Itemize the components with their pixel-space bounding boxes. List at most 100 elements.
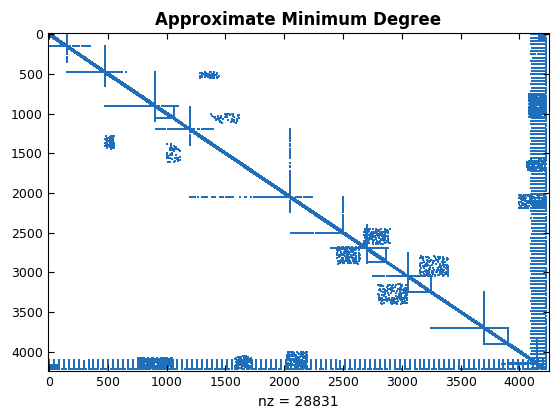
Point — [154, 105, 163, 111]
Point — [354, 239, 363, 246]
Point — [353, 240, 362, 247]
Point — [134, 92, 143, 98]
Point — [507, 343, 516, 350]
Point — [508, 344, 517, 350]
Point — [129, 89, 138, 95]
Point — [192, 131, 201, 137]
Point — [522, 352, 531, 359]
Point — [203, 137, 212, 144]
Point — [528, 181, 537, 188]
Point — [273, 194, 282, 200]
Point — [416, 281, 425, 288]
Point — [533, 340, 542, 347]
Point — [389, 263, 398, 270]
Point — [449, 304, 458, 310]
Point — [541, 204, 550, 211]
Point — [516, 349, 525, 356]
Point — [533, 360, 542, 367]
Point — [244, 166, 253, 173]
Point — [349, 237, 358, 244]
Point — [505, 341, 514, 348]
Point — [71, 48, 80, 55]
Point — [421, 284, 430, 291]
Point — [437, 296, 446, 303]
Point — [433, 294, 442, 300]
Point — [64, 43, 73, 50]
Point — [272, 184, 281, 191]
Point — [66, 45, 74, 51]
Point — [411, 279, 420, 286]
Point — [53, 36, 62, 43]
Point — [158, 107, 167, 114]
Point — [265, 180, 274, 187]
Point — [221, 150, 230, 156]
Point — [272, 184, 281, 190]
Point — [371, 259, 380, 265]
Point — [430, 291, 439, 298]
Point — [293, 199, 302, 205]
Point — [111, 76, 120, 83]
Point — [333, 225, 342, 232]
Point — [74, 50, 83, 57]
Point — [527, 124, 536, 131]
Point — [112, 76, 121, 83]
Point — [533, 361, 542, 368]
Point — [321, 218, 330, 224]
Point — [152, 103, 161, 110]
Point — [217, 147, 226, 154]
Point — [240, 162, 249, 169]
Point — [344, 233, 353, 239]
Point — [515, 348, 524, 354]
Point — [304, 206, 312, 213]
Point — [130, 88, 139, 94]
Point — [171, 116, 180, 123]
Point — [288, 195, 297, 202]
Point — [66, 46, 75, 52]
Point — [130, 89, 139, 96]
Point — [538, 281, 547, 288]
Point — [278, 189, 287, 195]
Point — [376, 255, 385, 261]
Point — [249, 169, 258, 176]
Point — [540, 31, 549, 38]
Point — [133, 90, 142, 97]
Point — [176, 119, 185, 126]
Point — [65, 44, 74, 51]
Point — [353, 239, 362, 246]
Point — [151, 103, 160, 110]
Point — [290, 197, 299, 204]
Point — [176, 120, 185, 126]
Point — [378, 257, 387, 263]
Point — [54, 37, 63, 44]
Point — [139, 95, 148, 102]
Point — [328, 222, 337, 228]
Point — [352, 238, 361, 244]
Point — [311, 211, 320, 218]
Point — [464, 314, 473, 321]
Point — [125, 85, 134, 92]
Point — [73, 51, 82, 58]
Point — [117, 79, 126, 86]
Point — [527, 355, 536, 362]
Point — [235, 160, 244, 166]
Point — [335, 226, 344, 233]
Point — [362, 246, 371, 252]
Point — [212, 144, 221, 151]
Point — [517, 349, 526, 356]
Point — [62, 42, 71, 48]
Point — [363, 246, 372, 252]
Point — [508, 360, 517, 367]
Point — [259, 175, 268, 182]
Point — [254, 172, 263, 178]
Point — [480, 335, 489, 341]
Point — [530, 34, 539, 41]
Point — [377, 255, 386, 262]
Point — [527, 194, 536, 201]
Point — [75, 52, 84, 58]
Point — [67, 46, 76, 53]
Point — [346, 249, 354, 255]
Point — [58, 41, 67, 48]
Point — [272, 185, 281, 192]
Point — [360, 243, 368, 250]
Point — [192, 131, 201, 138]
